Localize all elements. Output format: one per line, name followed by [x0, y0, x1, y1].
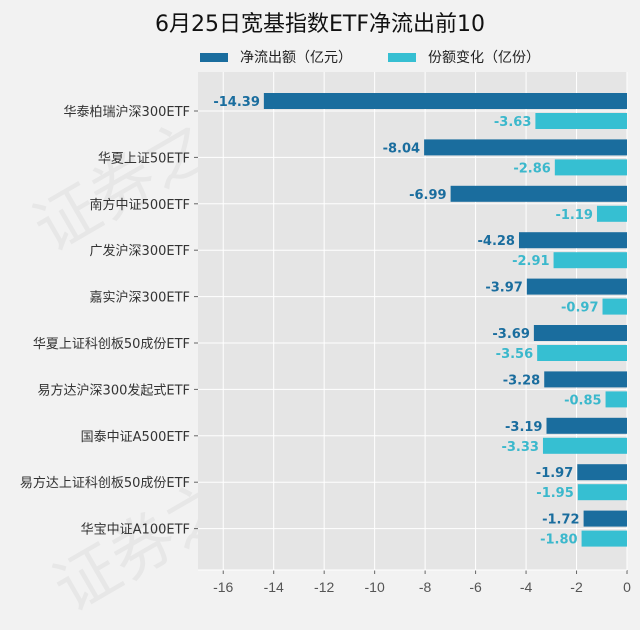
net-outflow-bar: [577, 464, 627, 481]
category-label: 易方达沪深300发起式ETF: [38, 382, 190, 398]
legend: 净流出额（亿元） 份额变化（亿份）: [200, 47, 540, 67]
share-change-bar: [596, 205, 627, 222]
data-label: -2.91: [512, 254, 549, 269]
data-label: -3.19: [505, 420, 542, 435]
net-outflow-bar: [263, 93, 627, 109]
data-label: -3.63: [494, 115, 531, 130]
share-change-bar: [554, 159, 627, 176]
share-change-bar: [553, 252, 627, 269]
legend-label: 净流出额（亿元）: [240, 50, 352, 66]
data-label: -6.99: [409, 188, 446, 203]
data-label: -3.69: [492, 327, 529, 342]
x-tick-label: -14: [264, 579, 284, 595]
share-change-bar: [537, 345, 627, 361]
share-change-bar: [581, 530, 627, 547]
category-label: 华泰柏瑞沪深300ETF: [64, 104, 190, 120]
x-tick-label: -8: [419, 579, 432, 595]
legend-item-share-change[interactable]: 份额变化（亿份）: [388, 47, 540, 67]
x-tick-label: -10: [365, 579, 385, 595]
data-label: -8.04: [383, 141, 420, 156]
legend-swatch: [200, 52, 228, 62]
net-outflow-bar: [546, 417, 627, 434]
data-label: -14.39: [213, 95, 260, 110]
category-label: 华夏上证50ETF: [98, 151, 190, 166]
bar-chart: -16 -14 -12 -10 -8 -6 -4 -2 0 华泰柏瑞沪深300ETF -14.39 -…: [20, 72, 631, 595]
legend-item-net-outflow[interactable]: 净流出额（亿元）: [200, 47, 352, 67]
net-outflow-bar: [518, 232, 627, 249]
category-label: 嘉实沪深300ETF: [90, 290, 190, 306]
data-label: -1.80: [540, 533, 577, 548]
data-label: -4.28: [478, 234, 515, 249]
net-outflow-bar: [544, 371, 627, 388]
share-change-bar: [577, 484, 627, 501]
share-change-bar: [542, 437, 627, 454]
share-change-bar: [535, 113, 627, 129]
data-label: -1.97: [536, 466, 573, 481]
data-label: -3.33: [501, 440, 538, 455]
data-label: -0.97: [561, 301, 598, 316]
data-label: -3.97: [485, 281, 522, 296]
data-label: -3.56: [496, 347, 533, 362]
chart-title: 6月25日宽基指数ETF净流出前10: [155, 12, 485, 37]
net-outflow-bar: [526, 278, 627, 295]
x-tick-label: -6: [469, 579, 482, 595]
legend-swatch: [388, 52, 416, 62]
x-tick-label: -12: [314, 579, 334, 595]
x-tick-label: -16: [213, 579, 233, 595]
share-change-bar: [605, 391, 627, 408]
category-label: 华宝中证A100ETF: [81, 523, 190, 538]
share-change-bar: [602, 298, 627, 315]
category-label: 南方中证500ETF: [90, 197, 190, 213]
x-tick-label: -4: [520, 579, 533, 595]
net-outflow-bar: [450, 185, 627, 202]
data-label: -1.72: [542, 513, 579, 528]
category-label: 广发沪深300ETF: [90, 243, 190, 259]
data-label: -2.86: [513, 161, 550, 176]
legend-label: 份额变化（亿份）: [428, 50, 540, 66]
category-label: 易方达上证科创板50成份ETF: [20, 475, 190, 491]
net-outflow-bar: [533, 325, 627, 341]
data-label: -3.28: [503, 373, 540, 388]
category-label: 华夏上证科创板50成份ETF: [33, 337, 190, 352]
category-label: 国泰中证A500ETF: [81, 430, 190, 445]
x-tick-label: 0: [623, 579, 631, 595]
net-outflow-bar: [583, 510, 627, 527]
data-label: -1.95: [536, 486, 573, 501]
net-outflow-bar: [424, 139, 627, 156]
data-label: -1.19: [555, 208, 592, 223]
x-tick-label: -2: [570, 579, 583, 595]
data-label: -0.85: [564, 393, 601, 408]
